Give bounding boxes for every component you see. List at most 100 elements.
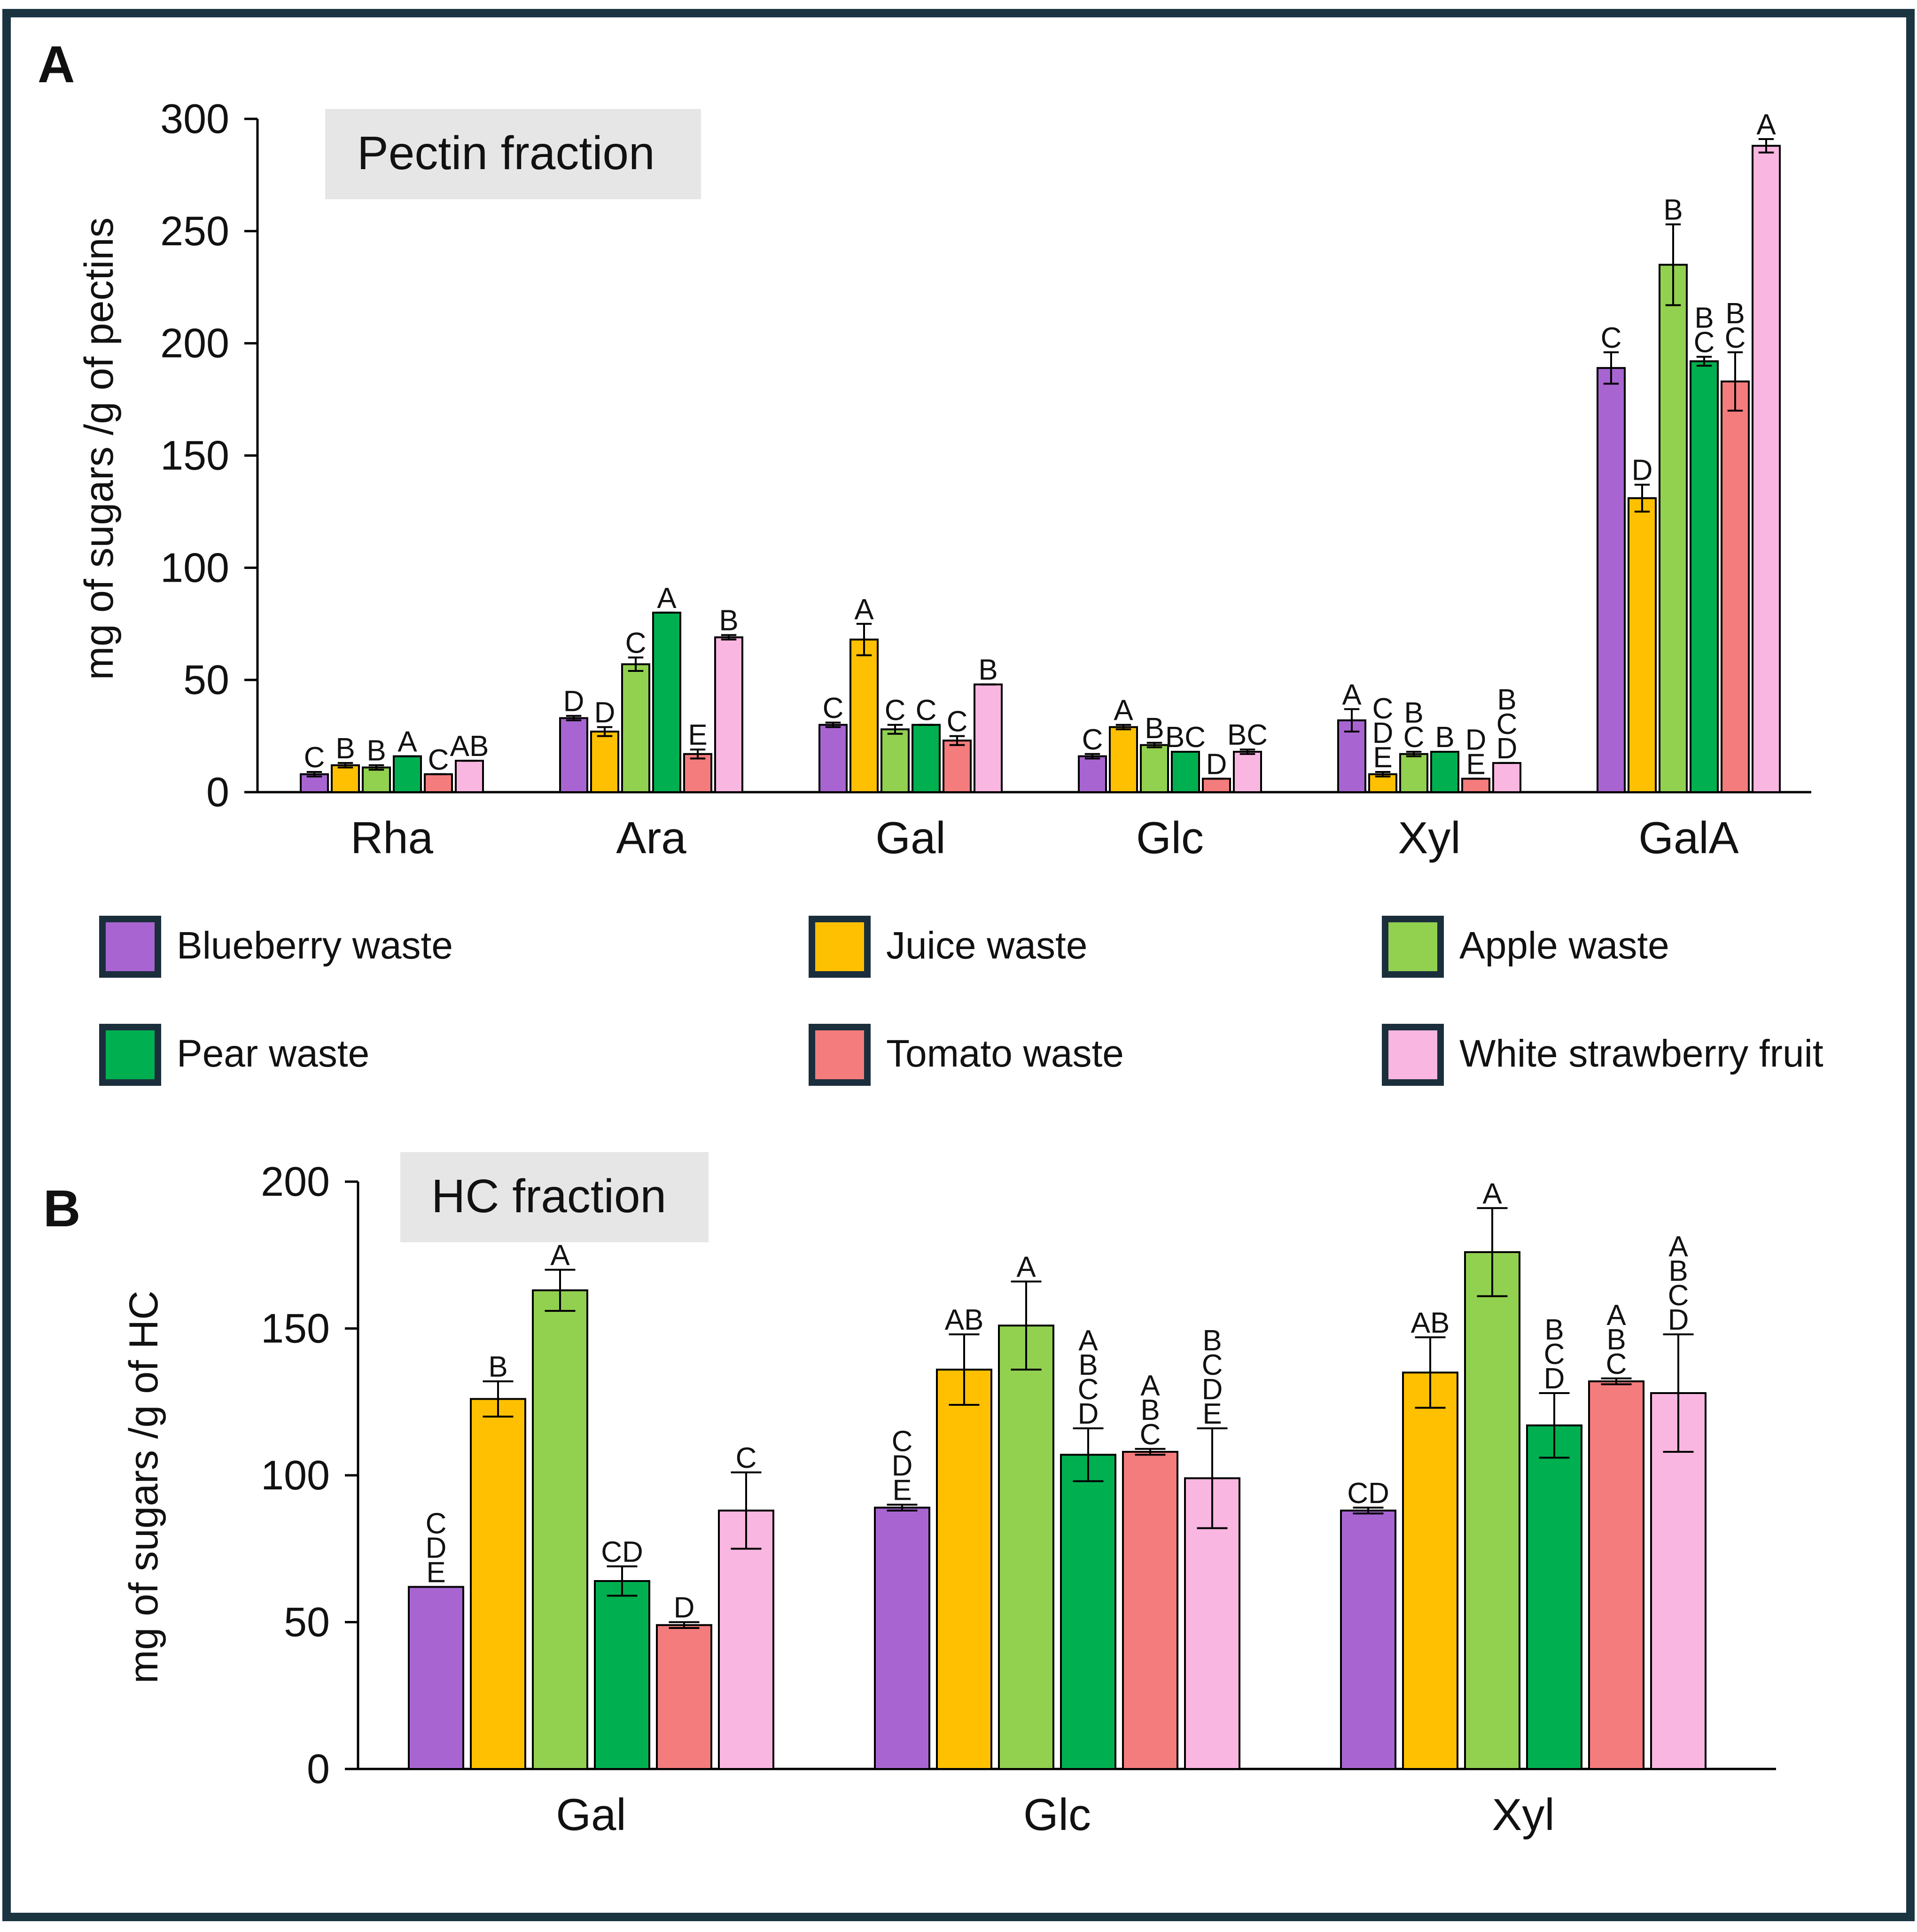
panel-b-significance-letter: B (1202, 1324, 1222, 1357)
panel-a-error-bar (1665, 223, 1681, 306)
panel-b-significance-letter: C (1202, 1349, 1223, 1381)
panel-b-title-box (400, 1152, 709, 1242)
panel-a-error-bar (337, 762, 353, 769)
panel-a: A Pectin fraction mg of sugars /g of pec… (38, 36, 1811, 863)
panel-b-significance-letter: D (674, 1592, 695, 1624)
panel-a-title: Pectin fraction (357, 127, 655, 179)
panel-b-significance-letter: C (1140, 1418, 1161, 1451)
panel-b-significance-letter: C (892, 1426, 913, 1458)
panel-a-category-label: Ara (616, 813, 686, 863)
panel-b-significance-letter: A (1140, 1370, 1160, 1402)
panel-a-significance-letter: B (1725, 297, 1745, 330)
panel-a-y-tick-label: 0 (206, 769, 229, 815)
panel-b-y-tick-label: 0 (307, 1745, 330, 1792)
panel-b-error-bar (1011, 1280, 1042, 1371)
panel-a-bar (1752, 145, 1781, 794)
panel-a-error-bar (887, 724, 903, 735)
panel-b-y-tick-label: 200 (261, 1158, 330, 1205)
panel-a-bar (849, 639, 879, 793)
legend-label: Tomato waste (886, 1032, 1124, 1075)
panel-a-significance-letter: BC (1165, 721, 1206, 754)
panel-a-significance-letter: E (688, 719, 707, 751)
panel-a-bar (1171, 751, 1200, 794)
panel-a-bar (1368, 773, 1397, 793)
panel-b-error-bar (949, 1333, 980, 1406)
panel-b-significance-letter: B (1140, 1394, 1160, 1426)
panel-b-significance-letter: E (1202, 1398, 1222, 1430)
panel-b-y-axis-label: mg of sugars /g of HC (121, 1291, 166, 1683)
panel-a-significance-letter: D (1496, 732, 1518, 765)
legend-swatch (99, 1024, 161, 1086)
panel-a-significance-letter: C (916, 694, 937, 727)
panel-b-significance-letter: D (426, 1532, 447, 1565)
panel-b-y-tick-label: 50 (284, 1599, 330, 1645)
panel-a-bar (1233, 751, 1262, 794)
legend-item: Blueberry waste (99, 916, 453, 978)
panel-a-significance-letter: B (335, 732, 355, 765)
legend-label: Blueberry waste (177, 924, 453, 967)
panel-b-error-bar (483, 1380, 514, 1418)
panel-a-significance-letter: D (1206, 748, 1227, 780)
panel-b-bar (1650, 1392, 1707, 1770)
panel-b-bar (1464, 1251, 1520, 1770)
panel-a-error-bar (1146, 741, 1162, 748)
legend-swatch (1382, 1024, 1444, 1086)
panel-a-error-bar (566, 715, 582, 722)
panel-b-significance-letter: A (1482, 1177, 1502, 1210)
panel-b-y-axis: 0 50 100 150 200 (261, 1158, 359, 1792)
panel-a-significance-letter: D (1632, 454, 1653, 487)
panel-b-significance-letter: B (1078, 1349, 1098, 1381)
panel-b-error-bar (1197, 1427, 1228, 1529)
panel-b-bar (998, 1324, 1054, 1770)
panel-b-significance-letter: D (1668, 1304, 1689, 1336)
panel-b-bar (656, 1624, 712, 1770)
panel-b-bar (1340, 1510, 1396, 1770)
panel-a-significance-letter: A (397, 726, 417, 758)
panel-a-x-axis: Rha Ara Gal Glc Xyl GalA (257, 791, 1811, 863)
panel-b-significance-letter: D (1078, 1398, 1099, 1430)
panel-b-bar (874, 1506, 930, 1770)
panel-b-significance-letter: D (892, 1450, 913, 1482)
panel-a-error-bar (597, 726, 613, 737)
panel-b-bar (1526, 1424, 1582, 1770)
panel-b-significance-letter: B (1544, 1314, 1564, 1346)
panel-b-significance-letter: D (1544, 1363, 1565, 1395)
panel-a-bar (1690, 360, 1719, 793)
panel-b-error-bar (887, 1504, 918, 1511)
panel-b-bar (594, 1580, 650, 1770)
panel-a-significance-letter: B (366, 735, 386, 767)
panel-a-bar (974, 683, 1003, 793)
panel-b: B HC fraction mg of sugars /g of HC 0 50 1… (43, 1152, 1776, 1840)
panel-a-bar (1109, 726, 1138, 794)
panel-a-bar (652, 611, 681, 794)
panel-a-significance-letter: D (1372, 717, 1394, 749)
panel-a-significance-letter: B (1145, 712, 1164, 745)
legend-item: White strawberry fruit (1382, 1024, 1823, 1086)
panel-a-error-bar (949, 735, 965, 746)
panel-b-significance-letter: C (736, 1442, 757, 1474)
panel-b-bar (470, 1398, 526, 1770)
panel-a-significance-letter: A (854, 593, 874, 626)
panel-a-significance-letter: AB (450, 730, 489, 763)
panel-a-bar (1659, 264, 1688, 794)
panel-a-y-tick-label: 250 (160, 208, 229, 254)
panel-b-significance-letter: B (488, 1351, 507, 1383)
panel-b-bar (936, 1369, 992, 1770)
panel-b-error-bar (1539, 1392, 1570, 1459)
panel-b-title: HC fraction (431, 1170, 666, 1223)
panel-a-significance-letter: C (1496, 708, 1518, 740)
panel-a-significance-letter: B (978, 654, 997, 686)
panel-a-significance-letter: B (1404, 697, 1423, 729)
panel-b-bar (532, 1289, 588, 1770)
panel-b-error-bar (1477, 1207, 1508, 1297)
panel-b-category-label: Gal (556, 1790, 626, 1840)
panel-a-significance-letter: B (1663, 194, 1683, 226)
panel-a-error-bar (1239, 748, 1255, 755)
panel-a-bar (424, 773, 453, 793)
panel-a-error-bar (1084, 753, 1100, 760)
panel-b-significance-letter: C (1078, 1373, 1099, 1406)
panel-a-bar (590, 731, 619, 794)
legend-label: Juice waste (886, 924, 1087, 967)
panel-a-bar (1492, 762, 1521, 793)
